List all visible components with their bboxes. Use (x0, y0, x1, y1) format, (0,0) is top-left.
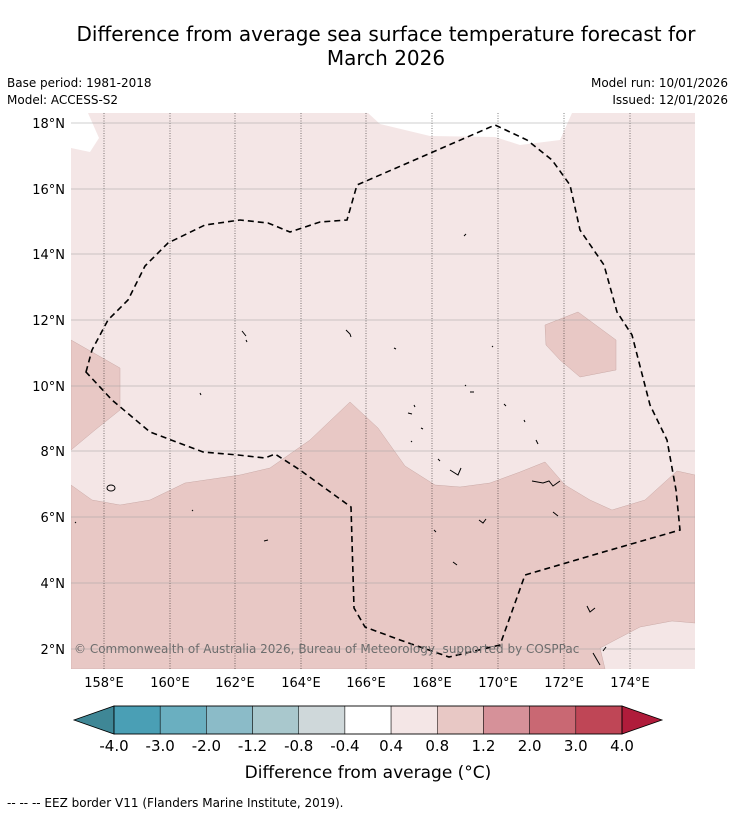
lat-label: 8°N (41, 445, 66, 460)
lat-label: 16°N (32, 183, 65, 198)
map-panel (71, 113, 695, 669)
colorbar-cell (437, 705, 484, 735)
colorbar-over-arrow (621, 705, 664, 735)
lat-label: 4°N (41, 577, 66, 592)
lat-axis: 18°N 16°N 14°N 12°N 10°N 8°N 6°N 4°N 2°N (32, 117, 65, 658)
copyright-text: © Commonwealth of Australia 2026, Bureau… (74, 642, 579, 656)
colorbar-tick-label: 2.0 (518, 737, 542, 755)
colorbar-tick-label: 4.0 (610, 737, 634, 755)
colorbar-ticks: -4.0 -3.0 -2.0 -1.2 -0.8 -0.4 0.4 0.8 1.2 2.0 3.0 4… (99, 737, 634, 755)
colorbar-cell (390, 705, 438, 735)
colorbar-cell (113, 705, 161, 735)
colorbar-cell (206, 705, 253, 735)
lon-label: 170°E (478, 676, 518, 691)
colorbar-cells (113, 705, 623, 735)
colorbar-tick-label: 1.2 (472, 737, 496, 755)
colorbar-tick-label: -0.4 (330, 737, 359, 755)
lon-axis: 158°E 160°E 162°E 164°E 166°E 168°E 170°… (84, 676, 650, 691)
lon-label: 160°E (150, 676, 190, 691)
near-zero-region-north (368, 113, 572, 145)
lon-label: 158°E (84, 676, 124, 691)
colorbar-tick-label: -1.2 (238, 737, 267, 755)
lon-gridlines (103, 113, 631, 669)
eez-legend-note: -- -- -- EEZ border V11 (Flanders Marine… (7, 796, 344, 810)
colorbar-cell (298, 705, 346, 735)
colorbar-tick-label: 0.8 (425, 737, 449, 755)
colorbar-tick-label: -4.0 (99, 737, 128, 755)
colorbar-cell (529, 705, 577, 735)
lon-label: 168°E (412, 676, 452, 691)
colorbar-under-arrow (72, 705, 115, 735)
issued-date: Issued: 12/01/2026 (612, 93, 728, 107)
lat-label: 12°N (32, 314, 65, 329)
lon-label: 166°E (346, 676, 386, 691)
colorbar-tick-label: -3.0 (146, 737, 175, 755)
anomaly-se-region (600, 621, 695, 669)
anomaly-0.8-1.2-region-east (544, 311, 617, 378)
colorbar-cell (159, 705, 207, 735)
lon-label: 164°E (281, 676, 321, 691)
anomaly-0.8-1.2-region-south (71, 401, 695, 669)
colorbar-cell (575, 705, 623, 735)
lon-label: 172°E (544, 676, 584, 691)
anomaly-0.8-1.2-region-west (71, 339, 121, 451)
lon-label: 174°E (610, 676, 650, 691)
lon-label: 162°E (215, 676, 255, 691)
meta-right: Model run: 10/01/2026 Issued: 12/01/2026 (591, 75, 728, 109)
colorbar-label: Difference from average (°C) (244, 763, 492, 783)
lat-gridlines (71, 122, 695, 650)
colorbar-tick-label: -2.0 (192, 737, 221, 755)
colorbar-cell (252, 705, 299, 735)
colorbar-tick-label: -0.8 (284, 737, 313, 755)
colorbar-frame (113, 705, 623, 735)
base-period: Base period: 1981-2018 (7, 76, 152, 90)
colorbar: -4.0 -3.0 -2.0 -1.2 -0.8 -0.4 0.4 0.8 1.2 2.0 3.0 4… (72, 705, 664, 755)
lat-label: 10°N (32, 380, 65, 395)
colorbar-tick-label: 0.4 (379, 737, 403, 755)
model-name: Model: ACCESS-S2 (7, 93, 119, 107)
title-line-1: Difference from average sea surface temp… (76, 22, 696, 46)
lat-label: 18°N (32, 117, 65, 132)
islands (74, 233, 607, 666)
lat-label: 6°N (41, 511, 66, 526)
colorbar-tick-label: 3.0 (564, 737, 588, 755)
lat-label: 2°N (41, 643, 66, 658)
title-line-2: March 2026 (326, 46, 446, 70)
eez-border (85, 124, 681, 658)
model-run: Model run: 10/01/2026 (590, 76, 728, 90)
map-title: Difference from average sea surface temp… (0, 22, 736, 70)
colorbar-cell (344, 705, 392, 735)
meta-left: Base period: 1981-2018 Model: ACCESS-S2 (7, 75, 152, 109)
colorbar-cell (483, 705, 530, 735)
lat-label: 14°N (32, 248, 65, 263)
